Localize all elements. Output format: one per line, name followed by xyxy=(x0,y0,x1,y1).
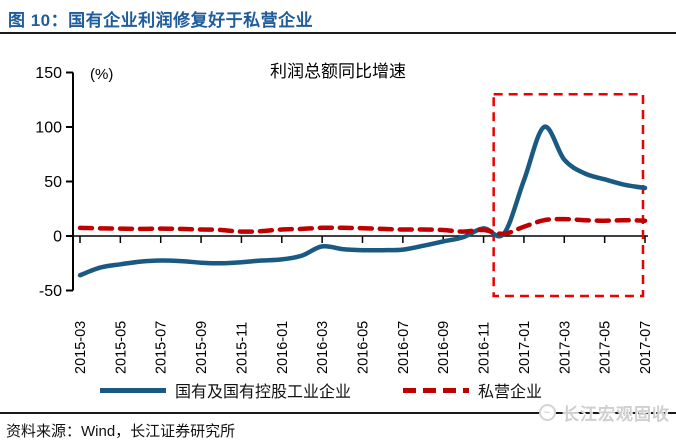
x-axis-tick-label: 2017-03 xyxy=(557,321,573,374)
legend-label-private: 私营企业 xyxy=(478,384,543,401)
legend-item-private: 私营企业 xyxy=(403,378,542,402)
soe-series-line xyxy=(77,124,648,278)
private-series-line xyxy=(77,216,648,237)
x-axis-tick-label: 2016-07 xyxy=(396,321,412,374)
x-axis-tick-label: 2016-05 xyxy=(356,321,372,374)
header-divider xyxy=(0,32,676,34)
x-axis-tick-label: 2017-01 xyxy=(517,321,533,374)
highlight-box xyxy=(492,93,645,298)
y-axis-tick-label: 100 xyxy=(35,120,62,137)
chart-legend: 国有及国有控股工业企业 私营企业 xyxy=(0,378,676,402)
y-axis-unit-label: (%) xyxy=(90,66,113,83)
private-line-swatch-icon xyxy=(403,387,470,393)
y-axis-tick-label: -50 xyxy=(39,283,62,300)
x-axis-tick-label: 2015-03 xyxy=(73,321,89,374)
x-axis-tick-label: 2016-09 xyxy=(436,321,452,374)
x-axis-tick-label: 2017-07 xyxy=(638,321,654,374)
y-axis-tick-label: 50 xyxy=(44,174,62,191)
soe-line-swatch-icon xyxy=(100,387,166,393)
legend-item-soe: 国有及国有控股工业企业 xyxy=(100,378,351,402)
y-axis-tick-label: 150 xyxy=(35,65,62,82)
x-axis-tick-label: 2017-05 xyxy=(598,321,614,374)
x-axis-tick-label: 2015-07 xyxy=(154,321,170,374)
brand-watermark: ~ 长江宏观固收 xyxy=(539,400,670,425)
x-axis-tick-label: 2016-01 xyxy=(275,321,291,374)
figure-title: 图 10：国有企业利润修复好于私营企业 xyxy=(8,11,314,30)
footer-divider xyxy=(0,412,676,414)
y-axis-tick-label: 0 xyxy=(53,229,62,246)
legend-label-soe: 国有及国有控股工业企业 xyxy=(175,384,352,401)
x-axis-tick-label: 2016-11 xyxy=(477,322,493,374)
x-axis-tick-label: 2015-09 xyxy=(194,321,210,374)
x-axis-tick-label: 2016-03 xyxy=(315,321,331,374)
brand-watermark-text: 长江宏观固收 xyxy=(562,405,670,424)
chart-title: 利润总额同比增速 xyxy=(270,62,406,81)
data-source-note: 资料来源：Wind，长江证券研究所 xyxy=(6,423,236,440)
x-axis-tick-label: 2015-05 xyxy=(113,321,129,374)
x-axis-tick-label: 2015-11 xyxy=(234,322,250,374)
brand-logo-icon: ~ xyxy=(539,404,556,421)
